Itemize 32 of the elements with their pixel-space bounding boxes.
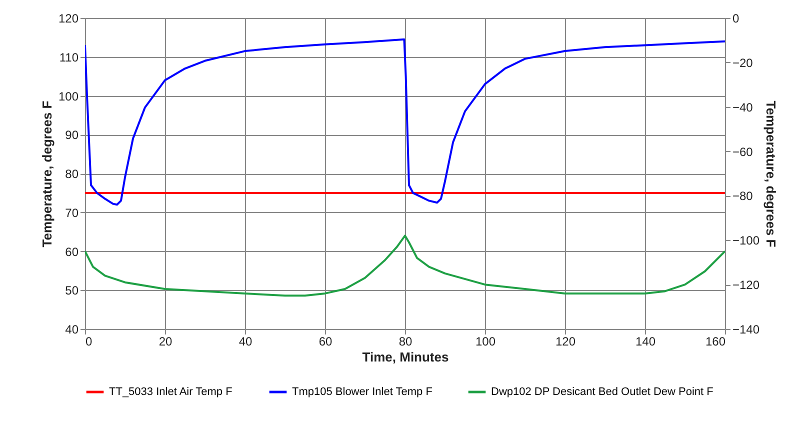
y2-tick-label: −60 bbox=[732, 144, 754, 159]
y-tick-label: 70 bbox=[65, 206, 79, 220]
y2-tick-label: −20 bbox=[732, 56, 754, 70]
legend-label: Tmp105 Blower Inlet Temp F bbox=[292, 386, 433, 398]
y2-tick-label: −80 bbox=[732, 189, 754, 204]
x-tick-label: 0 bbox=[86, 334, 92, 348]
x-tick-label: 160 bbox=[705, 334, 726, 348]
x-tick-label: 40 bbox=[238, 334, 252, 348]
y-tick-label: 90 bbox=[65, 128, 79, 142]
legend-label: Dwp102 DP Desicant Bed Outlet Dew Point F bbox=[491, 386, 714, 398]
x-axis-title: Time, Minutes bbox=[362, 350, 449, 364]
y-tick-label: 120 bbox=[58, 12, 79, 26]
y2-tick-label: 0 bbox=[732, 12, 740, 26]
y-tick-label: 80 bbox=[65, 167, 79, 181]
y-tick-label: 100 bbox=[58, 89, 79, 104]
y-tick-label: 60 bbox=[65, 244, 79, 259]
y-tick-label: 50 bbox=[65, 284, 79, 298]
y2-tick-label: −120 bbox=[732, 278, 760, 292]
x-tick-label: 80 bbox=[398, 334, 412, 348]
y-tick-label: 110 bbox=[59, 50, 79, 64]
y2-tick-label: −140 bbox=[732, 322, 760, 336]
x-tick-label: 120 bbox=[555, 334, 576, 348]
y2-tick-label: −100 bbox=[732, 234, 760, 248]
y-axis-title: Temperature, degrees F bbox=[39, 100, 54, 248]
x-tick-label: 100 bbox=[475, 334, 496, 348]
y2-axis-title: Temperature, degrees F bbox=[764, 100, 779, 248]
y2-tick-label: −40 bbox=[732, 100, 754, 114]
x-tick-label: 20 bbox=[158, 334, 172, 348]
legend-label: TT_5033 Inlet Air Temp F bbox=[109, 386, 233, 398]
y-tick-label: 40 bbox=[65, 322, 79, 336]
x-tick-label: 140 bbox=[635, 334, 656, 348]
x-tick-label: 60 bbox=[318, 334, 332, 348]
